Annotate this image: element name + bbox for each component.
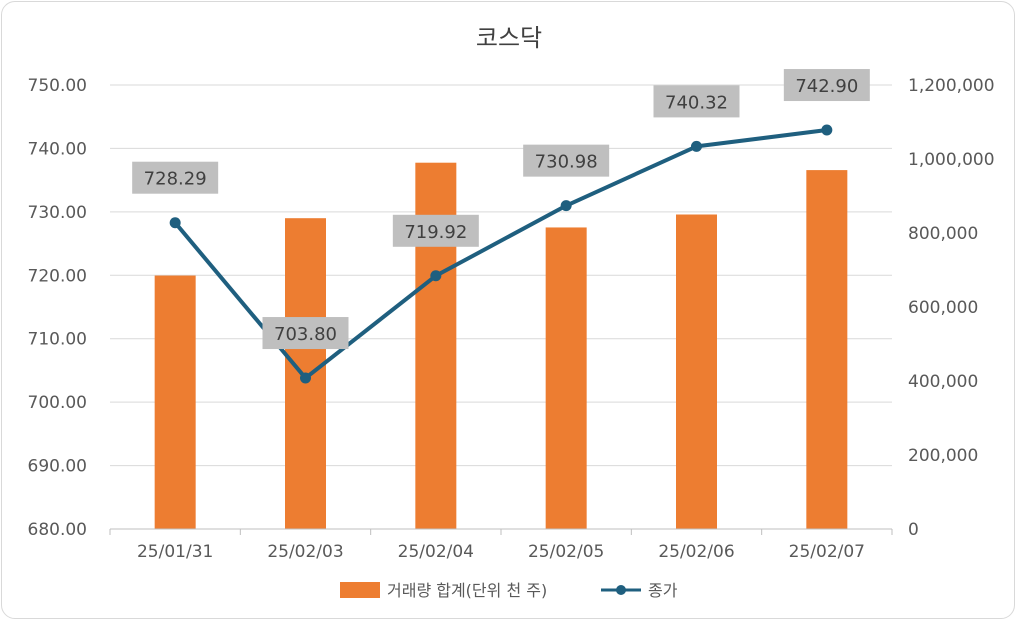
right-axis-tick-label: 0	[908, 520, 919, 540]
chart-title: 코스닥	[476, 24, 542, 52]
close-price-point	[300, 372, 311, 384]
left-axis-tick-label: 720.00	[28, 266, 87, 286]
left-axis: 680.00 690.00 700.00 710.00 720.00 730.00 740.…	[28, 76, 87, 540]
data-label: 740.32	[665, 92, 728, 113]
right-axis-tick-label: 400,000	[908, 372, 978, 392]
right-axis: 0 200,000 400,000 600,000 800,000 1,000,000 1,…	[908, 76, 995, 540]
data-label-box	[523, 144, 610, 177]
data-label-box	[132, 161, 219, 194]
legend-bar-label: 거래량 합계(단위 천 주)	[387, 581, 547, 600]
volume-bar	[154, 275, 196, 529]
left-axis-tick-label: 740.00	[28, 139, 87, 159]
right-axis-tick-label: 600,000	[908, 298, 978, 318]
volume-bar	[806, 170, 848, 529]
close-price-line	[169, 124, 833, 384]
data-labels: 728.29 703.80 719.92 730.98 740.32 742.90	[132, 69, 870, 350]
right-axis-tick-label: 1,200,000	[908, 76, 995, 96]
volume-bars	[154, 162, 848, 529]
data-label: 728.29	[144, 169, 207, 190]
data-label-box	[653, 85, 740, 118]
volume-bar	[545, 227, 587, 529]
x-axis-tick-label: 25/02/07	[789, 542, 865, 562]
left-axis-tick-label: 710.00	[28, 330, 87, 350]
data-label: 703.80	[274, 324, 337, 345]
data-label: 730.98	[535, 152, 598, 173]
data-label-box	[262, 317, 349, 350]
gridlines	[110, 84, 892, 530]
left-axis-tick-label: 750.00	[28, 76, 87, 96]
right-axis-tick-label: 800,000	[908, 224, 978, 244]
close-price-point	[169, 217, 181, 229]
x-axis-tick-label: 25/02/06	[658, 542, 734, 562]
legend-line-marker	[616, 585, 626, 595]
x-axis-tick-label: 25/02/03	[267, 542, 343, 562]
x-axis-tick-label: 25/02/05	[528, 542, 604, 562]
close-price-point	[560, 200, 572, 212]
volume-bar	[676, 214, 717, 529]
close-price-polyline	[173, 128, 828, 381]
close-price-point	[691, 140, 702, 152]
right-axis-tick-label: 200,000	[908, 446, 978, 466]
close-price-point	[821, 124, 833, 136]
data-label-box	[783, 69, 870, 102]
left-axis-tick-label: 680.00	[28, 520, 87, 540]
left-axis-tick-label: 730.00	[28, 203, 87, 223]
close-price-point	[430, 270, 442, 282]
data-label: 719.92	[404, 222, 467, 243]
legend: 거래량 합계(단위 천 주) 종가	[340, 581, 678, 600]
right-axis-tick-label: 1,000,000	[908, 150, 995, 170]
data-label-box	[392, 214, 479, 247]
x-axis-tick-label: 25/02/04	[398, 542, 474, 562]
x-axis-tick-label: 25/01/31	[137, 542, 213, 562]
data-label: 742.90	[795, 76, 858, 97]
legend-line-label: 종가	[648, 581, 678, 600]
x-axis: 25/01/31 25/02/03 25/02/04 25/02/05 25/02/06…	[109, 528, 893, 562]
left-axis-tick-label: 690.00	[28, 457, 87, 477]
legend-bar-swatch	[340, 582, 380, 598]
left-axis-tick-label: 700.00	[28, 393, 87, 413]
